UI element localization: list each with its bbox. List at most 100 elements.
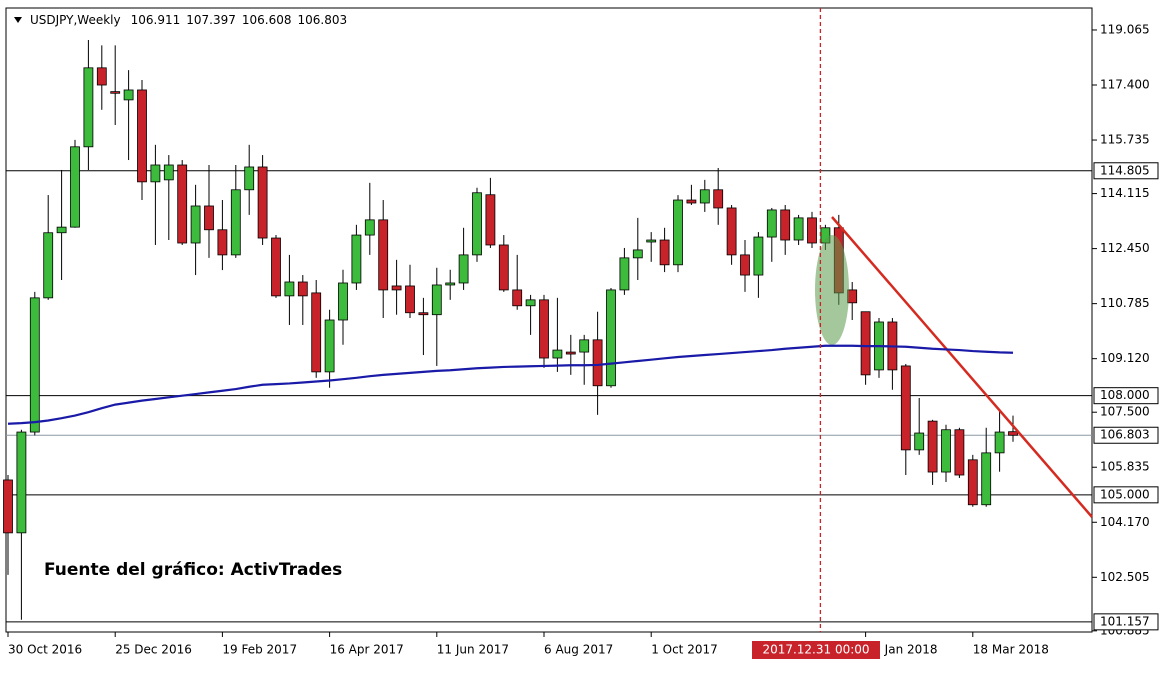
x-tick-label: 16 Apr 2017 [330, 643, 404, 657]
candle-body [860, 311, 871, 376]
x-tick-label: 6 Aug 2017 [544, 643, 613, 657]
candle-body [405, 285, 415, 314]
level-label: 114.805 [1100, 163, 1150, 177]
candle-body [96, 67, 107, 86]
y-tick-label: 107.500 [1100, 405, 1150, 419]
y-tick-label: 102.505 [1100, 570, 1150, 584]
candle-body [579, 339, 590, 353]
candle-body [565, 351, 576, 355]
candle-body [525, 299, 536, 307]
crosshair-label-box [752, 641, 880, 659]
crosshair-label: 2017.12.31 00:00 [762, 643, 869, 657]
candle-body [699, 189, 710, 204]
candle-body [217, 229, 228, 256]
plot-frame [5, 7, 1093, 633]
candle-body [204, 205, 214, 231]
x-tick-label: 19 Feb 2017 [222, 643, 297, 657]
candle-body [244, 166, 255, 191]
candle-body [994, 431, 1005, 454]
y-tick-label: 119.065 [1100, 22, 1150, 36]
candle-body [512, 289, 523, 307]
candle-body [56, 226, 67, 234]
candle-body [780, 209, 791, 241]
level-label: 101.157 [1100, 614, 1150, 628]
candle-body [686, 199, 697, 204]
candle-body [954, 429, 965, 476]
candle-body [177, 164, 188, 244]
header-open: 106.911 [131, 13, 181, 27]
candle-body [458, 254, 469, 284]
candle-body [271, 237, 281, 297]
candle-body [324, 319, 335, 373]
candle-body [632, 249, 643, 259]
source-note: Fuente del gráfico: ActivTrades [44, 560, 342, 580]
x-tick-label: 30 Oct 2016 [8, 643, 82, 657]
level-label: 108.000 [1100, 388, 1150, 402]
candle-body [726, 207, 737, 256]
y-tick-label: 112.450 [1100, 241, 1150, 255]
candle-body [673, 199, 683, 266]
candle-body [163, 164, 174, 181]
candle-body [740, 254, 750, 276]
candle-body [498, 244, 509, 291]
highlight-ellipse [815, 235, 849, 345]
x-tick-label: 1 Oct 2017 [651, 643, 718, 657]
candle-body [646, 239, 657, 243]
candle-body [619, 257, 630, 291]
candle-body [431, 284, 442, 316]
overlay-layer [7, 8, 1014, 632]
level-label-box [1093, 162, 1159, 180]
candle-body [927, 420, 938, 473]
x-tick-label: 18 Mar 2018 [973, 643, 1049, 657]
candle-body [539, 299, 549, 359]
y-tick-label: 105.835 [1100, 460, 1150, 474]
candle-body [83, 67, 94, 148]
candle-body [351, 234, 362, 284]
candle-body [190, 205, 201, 244]
candle-body [378, 219, 389, 291]
candle-body [338, 282, 348, 321]
candle-body [753, 236, 764, 276]
candle-body [592, 339, 603, 387]
candle-body [941, 429, 951, 473]
candle-body [230, 189, 241, 256]
candle-body [793, 217, 804, 241]
x-tick-label: 25 Dec 2016 [115, 643, 192, 657]
candle-body [552, 349, 563, 359]
level-label: 105.000 [1100, 487, 1150, 501]
candle-body [847, 289, 858, 304]
header-high: 107.397 [186, 13, 236, 27]
y-tick-label: 117.400 [1100, 78, 1150, 92]
level-label-box [1093, 426, 1159, 444]
candle-body [137, 89, 147, 183]
candle-body [110, 91, 121, 94]
candle-body [807, 217, 817, 244]
candle-body [284, 281, 295, 297]
candle-body [914, 432, 925, 451]
candle-body [311, 292, 322, 373]
candle-body [257, 166, 268, 239]
moving-average [7, 344, 1014, 425]
candle-body [713, 189, 724, 209]
header-low: 106.608 [242, 13, 292, 27]
menu-arrow [14, 17, 22, 23]
candle-body [485, 194, 496, 246]
symbol: USDJPY,Weekly [30, 13, 121, 27]
trend-line [831, 216, 1093, 518]
candle-body [967, 459, 978, 506]
candle-body [29, 297, 40, 433]
candle-body [418, 312, 429, 316]
candle-body [900, 365, 911, 451]
candle-body [3, 479, 13, 534]
level-label-box [1093, 486, 1159, 504]
y-tick-label: 115.735 [1100, 133, 1150, 147]
candle-body [43, 232, 54, 299]
candle-body [445, 282, 456, 286]
candle-body [16, 431, 27, 534]
header-close: 106.803 [297, 13, 347, 27]
y-tick-label: 109.120 [1100, 351, 1150, 365]
y-tick-label: 104.170 [1100, 515, 1150, 529]
level-label: 106.803 [1100, 428, 1150, 442]
